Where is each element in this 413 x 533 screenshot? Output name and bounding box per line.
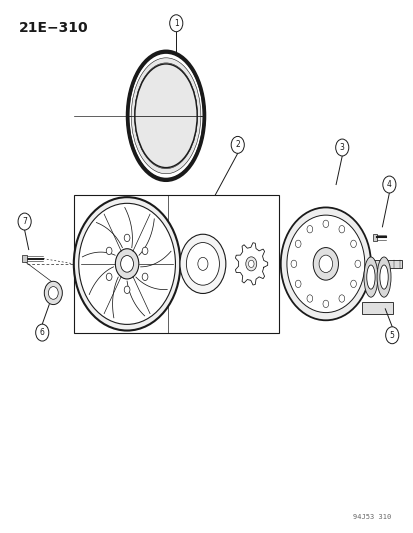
Ellipse shape	[131, 58, 200, 174]
Bar	[372, 234, 376, 240]
Circle shape	[44, 281, 62, 304]
Text: 7: 7	[22, 217, 27, 226]
Circle shape	[115, 249, 138, 279]
Circle shape	[294, 240, 300, 247]
Circle shape	[230, 136, 244, 154]
Ellipse shape	[379, 265, 387, 289]
Ellipse shape	[78, 203, 175, 325]
Circle shape	[36, 324, 49, 341]
Circle shape	[385, 327, 398, 344]
Circle shape	[322, 300, 328, 308]
Polygon shape	[235, 243, 267, 285]
Circle shape	[354, 260, 360, 268]
Ellipse shape	[280, 207, 370, 320]
Text: 4: 4	[386, 180, 391, 189]
Ellipse shape	[376, 257, 390, 297]
Circle shape	[106, 247, 112, 255]
Text: 94J53 310: 94J53 310	[352, 514, 390, 520]
Ellipse shape	[286, 215, 364, 312]
Circle shape	[313, 247, 338, 280]
Circle shape	[238, 247, 263, 280]
Circle shape	[186, 243, 219, 285]
Circle shape	[120, 255, 133, 272]
Text: 5: 5	[389, 331, 394, 340]
Ellipse shape	[366, 265, 374, 289]
Circle shape	[290, 260, 296, 268]
Circle shape	[18, 213, 31, 230]
Bar	[74, 195, 278, 333]
Polygon shape	[183, 239, 222, 288]
Circle shape	[48, 287, 58, 300]
Circle shape	[245, 257, 256, 271]
Text: 1: 1	[173, 19, 178, 28]
Circle shape	[318, 255, 332, 272]
Circle shape	[306, 295, 312, 302]
Circle shape	[294, 280, 300, 288]
Bar	[22, 255, 27, 262]
Circle shape	[322, 220, 328, 228]
Bar	[361, 302, 392, 314]
Circle shape	[124, 234, 130, 241]
Ellipse shape	[74, 197, 180, 330]
Bar	[370, 260, 401, 268]
Text: 3: 3	[339, 143, 344, 152]
Circle shape	[124, 286, 130, 294]
Circle shape	[248, 260, 254, 268]
Text: 6: 6	[40, 328, 45, 337]
Circle shape	[142, 247, 147, 255]
Text: 21E−310: 21E−310	[19, 21, 88, 35]
Circle shape	[197, 257, 207, 270]
Circle shape	[382, 176, 395, 193]
Circle shape	[350, 280, 356, 288]
Circle shape	[306, 225, 312, 233]
Circle shape	[338, 295, 344, 302]
Ellipse shape	[127, 52, 204, 180]
Circle shape	[338, 225, 344, 233]
Text: 2: 2	[235, 140, 240, 149]
Circle shape	[142, 273, 147, 280]
Circle shape	[335, 139, 348, 156]
Circle shape	[180, 234, 225, 294]
Circle shape	[106, 273, 112, 280]
Circle shape	[350, 240, 356, 247]
Circle shape	[169, 15, 183, 31]
Ellipse shape	[363, 257, 377, 297]
